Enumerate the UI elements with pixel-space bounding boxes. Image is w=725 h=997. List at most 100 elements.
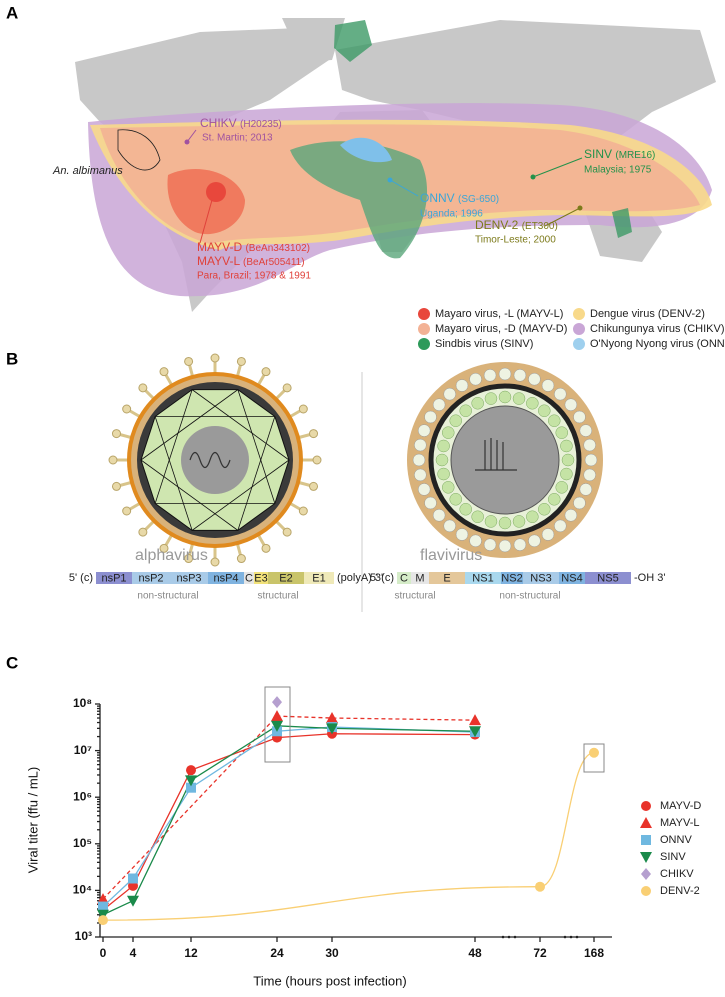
protein [573,496,586,510]
capsid-protein [548,414,561,427]
gene-label: E3 [254,572,267,584]
protein [424,496,437,510]
spike-head [159,543,169,553]
protein [541,379,555,392]
protein [528,372,541,386]
protein [498,539,512,553]
spike-head [122,404,132,414]
chart: 10³ 10⁴ 10⁵ 10⁶ 10⁷ 10⁸ 0 4 12 24 30 48 72 168 MAYV-D M… [73,696,701,960]
gene-label: M [415,572,424,584]
map-label: ONNV (SG-650) [420,191,499,205]
y-tick-label: 10⁵ [73,836,92,850]
spike-head [236,554,246,564]
legend-label: CHIKV [660,868,694,880]
gene-label: NS3 [530,572,551,584]
legend-label: Sindbis virus (SINV) [435,338,533,350]
series-line [102,733,476,911]
protein [513,538,527,551]
flavivirus-diagram [407,362,603,558]
map-label: An. albimanus [52,165,123,177]
gene [523,572,559,584]
spike-head [298,404,308,414]
gene-label: nsP2 [138,572,163,584]
protein [513,369,527,382]
capsid-protein [471,510,484,524]
spike-head [309,481,319,491]
gene-label: nsP3 [176,572,201,584]
protein [469,534,482,548]
protein [443,387,456,401]
protein [583,438,596,452]
genome-end: (polyA) 3' [337,572,383,584]
strain: (MRE16) [615,150,655,161]
capsid-protein [437,467,450,481]
protein [483,369,497,382]
capsid-edge [140,459,239,531]
capsid-protein [538,404,551,417]
capsid-protein [561,453,575,467]
spike-head [122,506,132,516]
gene-label: NS2 [501,572,522,584]
sinv-range [290,141,428,259]
protein [554,387,567,401]
marker [271,710,283,722]
mayv-l-range [206,182,226,202]
gene [254,572,268,584]
gene [429,572,465,584]
protein [573,410,586,424]
gene-label: NS4 [561,572,582,584]
protein [528,534,541,548]
capsid-edge [154,389,193,504]
marker [98,901,108,912]
capsid-protein [449,493,462,506]
y-tick-label: 10⁷ [74,743,92,757]
x-tick-label: 4 [130,946,137,960]
marker [186,782,196,793]
gene [501,572,523,584]
marker [185,775,197,787]
y-tick-label: 10³ [75,929,92,943]
site-dot [530,174,536,180]
spike-head [111,429,121,439]
capsid-protein [441,426,455,439]
virus-family: alphavirus [135,547,208,564]
gene-label: nsP4 [213,572,238,584]
protein [564,509,578,522]
gene-label: nsP1 [101,572,126,584]
legend-swatch [573,308,585,320]
capsid-protein [555,481,569,494]
spike-head [312,455,322,465]
gene [304,572,334,584]
map-label: Malaysia; 1975 [584,165,652,176]
gene-label: C [400,572,408,584]
protein [498,367,512,381]
site-dot [184,139,190,145]
region-label: non-structural [137,591,198,602]
legend-label: O'Nyong Nyong virus (ONNV) [590,338,725,350]
strain: (H20235) [240,119,282,130]
capsid-protein [459,503,472,516]
capsid-protein [560,439,573,453]
protein [579,424,593,437]
x-tick-label: 12 [184,946,198,960]
spike-head [282,527,292,537]
marker [127,895,139,907]
marker [272,696,282,709]
legend-label: DENV-2 [660,885,700,897]
legend-marker [641,868,651,880]
marker [271,720,283,732]
genome-core [450,405,560,515]
protein [414,468,427,482]
protein [584,453,598,467]
capsid-protein [498,516,512,530]
capsid-protein [512,515,526,528]
series-line [102,726,476,908]
strain: (BeAr505411) [243,257,305,268]
genome-end: 5' (c) [69,572,93,584]
highlight-box [583,743,605,773]
sinv-range [334,20,372,62]
legend-marker [641,886,651,896]
gene-label: C [245,572,253,584]
capsid-edge [154,416,193,531]
